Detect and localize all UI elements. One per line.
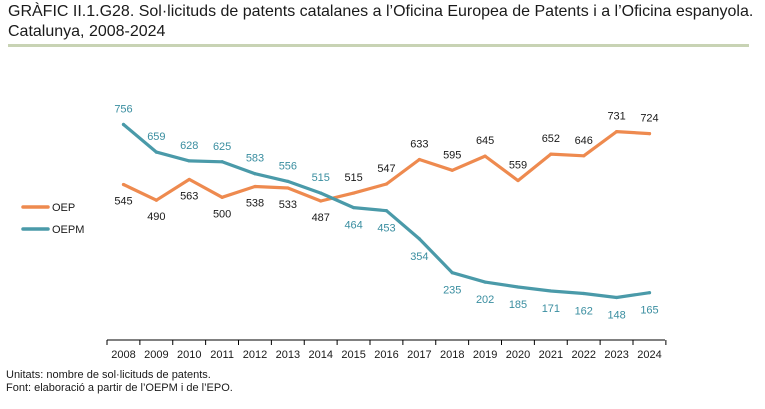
- data-label-oepm-2008: 756: [114, 104, 132, 116]
- x-tick-label-2016: 2016: [374, 349, 398, 361]
- data-point-oep-2017: [417, 157, 421, 162]
- data-label-oepm-2023: 148: [607, 310, 625, 322]
- x-tick-label-2018: 2018: [440, 349, 464, 361]
- x-tick-label-2017: 2017: [407, 349, 431, 361]
- data-point-oep-2015: [352, 191, 356, 195]
- data-label-oep-2020: 559: [509, 160, 527, 172]
- data-label-oepm-2011: 625: [213, 141, 231, 153]
- x-tick-label-2024: 2024: [637, 349, 661, 361]
- data-point-oepm-2013: [286, 179, 290, 184]
- data-point-oep-2018: [450, 168, 454, 172]
- x-axis: 2008 2009 2010 2011 2012 2013 2014 2015 2016 2017…: [106, 339, 667, 361]
- data-label-oep-2019: 645: [476, 135, 494, 147]
- legend-label-oepm: OEPM: [52, 224, 84, 236]
- data-point-oepm-2012: [253, 172, 257, 176]
- data-label-oep-2017: 633: [410, 138, 428, 150]
- data-label-oep-2022: 646: [575, 135, 593, 147]
- data-label-oepm-2019: 202: [476, 294, 494, 306]
- data-label-oepm-2015: 464: [344, 220, 362, 232]
- x-tick-label-2021: 2021: [539, 349, 563, 361]
- data-point-oepm-2020: [516, 285, 520, 289]
- data-point-oepm-2023: [615, 295, 619, 300]
- data-label-oep-2008: 545: [114, 196, 132, 208]
- data-label-oepm-2020: 185: [509, 299, 527, 311]
- data-point-oepm-2016: [384, 209, 389, 213]
- legend-label-oep: OEP: [52, 202, 75, 214]
- data-point-oep-2023: [615, 130, 619, 134]
- data-point-oepm-2024: [647, 291, 652, 295]
- x-tick-label-2020: 2020: [506, 349, 530, 361]
- data-point-oep-2014: [319, 199, 323, 203]
- data-label-oepm-2009: 659: [147, 131, 165, 143]
- units-note: Unitats: nombre de sol·licituds de paten…: [6, 369, 211, 381]
- source-note: Font: elaboració a partir de l’OEPM i de…: [6, 382, 233, 394]
- x-tick-label-2019: 2019: [473, 349, 497, 361]
- data-label-oep-2015: 515: [344, 172, 362, 184]
- data-point-oepm-2010: [187, 159, 191, 163]
- legend: OEP OEPM: [21, 202, 84, 236]
- data-point-oep-2021: [549, 152, 553, 156]
- data-point-oepm-2021: [549, 289, 553, 293]
- data-label-oepm-2021: 171: [542, 303, 560, 315]
- data-label-oepm-2018: 235: [443, 285, 461, 297]
- data-point-oepm-2018: [450, 271, 454, 275]
- data-point-oep-2019: [483, 154, 487, 158]
- data-label-oepm-2013: 556: [279, 160, 297, 172]
- data-point-oepm-2019: [483, 280, 487, 284]
- data-point-oepm-2008: [121, 122, 126, 127]
- data-label-oepm-2016: 453: [377, 223, 395, 235]
- data-label-oep-2023: 731: [607, 111, 625, 123]
- series-lines: [121, 122, 652, 300]
- data-label-oepm-2010: 628: [180, 140, 198, 152]
- data-label-oep-2013: 533: [279, 199, 297, 211]
- data-point-oep-2009: [154, 198, 158, 202]
- data-label-oep-2012: 538: [246, 198, 264, 210]
- title-divider: [8, 44, 749, 47]
- x-tick-label-2022: 2022: [572, 349, 596, 361]
- data-label-oep-2009: 490: [147, 211, 165, 223]
- x-tick-label-2008: 2008: [111, 349, 135, 361]
- data-labels: 545 490 563 500 538 533 487 515 547 633 595 645 559 6…: [114, 104, 658, 322]
- x-tick-label-2023: 2023: [604, 349, 628, 361]
- x-tick-label-2011: 2011: [210, 349, 234, 361]
- x-tick-label-2014: 2014: [309, 349, 333, 361]
- data-point-oepm-2011: [220, 160, 224, 164]
- data-point-oepm-2015: [352, 205, 356, 210]
- data-label-oepm-2022: 162: [575, 306, 593, 318]
- data-label-oep-2021: 652: [542, 133, 560, 145]
- data-label-oepm-2014: 515: [312, 172, 330, 184]
- data-point-oepm-2009: [154, 150, 158, 154]
- data-point-oep-2013: [286, 186, 290, 190]
- data-label-oepm-2012: 583: [246, 153, 264, 165]
- data-point-oepm-2017: [417, 237, 421, 241]
- data-label-oep-2018: 595: [443, 149, 461, 161]
- x-tick-label-2013: 2013: [276, 349, 300, 361]
- x-tick-label-2009: 2009: [144, 349, 168, 361]
- data-label-oep-2010: 563: [180, 190, 198, 202]
- x-tick-label-2010: 2010: [177, 349, 201, 361]
- data-label-oep-2011: 500: [213, 208, 231, 220]
- chart-title: GRÀFIC II.1.G28. Sol·licituds de patents…: [8, 3, 754, 40]
- data-label-oepm-2017: 354: [410, 251, 428, 263]
- data-point-oep-2022: [582, 154, 586, 158]
- data-point-oep-2020: [516, 178, 520, 183]
- data-label-oep-2016: 547: [377, 163, 395, 175]
- data-point-oep-2008: [121, 182, 126, 187]
- data-point-oep-2016: [384, 182, 389, 186]
- data-point-oep-2024: [647, 132, 652, 136]
- data-label-oepm-2024: 165: [640, 305, 658, 317]
- x-tick-label-2012: 2012: [243, 349, 267, 361]
- data-point-oepm-2022: [582, 291, 586, 296]
- data-label-oep-2014: 487: [312, 212, 330, 224]
- data-point-oep-2010: [187, 177, 191, 182]
- data-point-oepm-2014: [319, 191, 323, 195]
- x-tick-label-2015: 2015: [341, 349, 365, 361]
- data-point-oep-2011: [220, 195, 224, 199]
- data-label-oep-2024: 724: [640, 113, 658, 125]
- data-point-oep-2012: [253, 184, 257, 189]
